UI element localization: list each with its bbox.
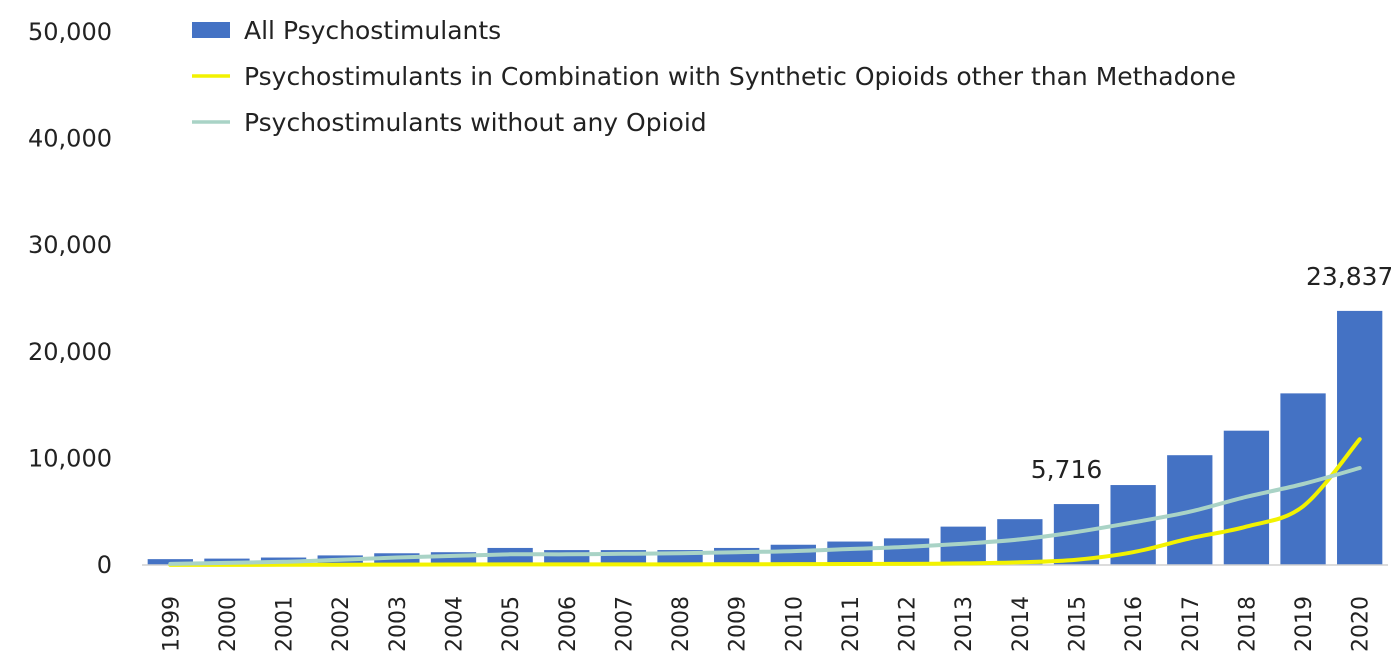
y-tick-label: 50,000: [28, 18, 112, 46]
x-tick-label: 2017: [1179, 596, 1204, 652]
x-tick-label: 2005: [499, 596, 524, 652]
line-series-2: [168, 466, 1362, 566]
x-tick-label: 2020: [1349, 596, 1374, 652]
y-tick-label: 40,000: [28, 125, 112, 153]
x-tick-label: 2013: [952, 596, 977, 652]
x-tick-label: 2010: [782, 596, 807, 652]
bar-2010: [770, 544, 816, 565]
x-tick-label: 2015: [1066, 596, 1091, 652]
x-tick-label: 2001: [273, 596, 298, 652]
x-tick-label: 2019: [1292, 596, 1317, 652]
legend: All Psychostimulants Psychostimulants in …: [192, 16, 1236, 137]
y-axis-ticks: 0 10,000 20,000 30,000 40,000 50,000: [28, 18, 112, 579]
y-tick-label: 10,000: [28, 444, 112, 472]
x-tick-label: 1999: [159, 596, 184, 652]
bar-series: [147, 310, 1383, 565]
line-series: [168, 437, 1362, 567]
bar-2011: [827, 541, 873, 565]
x-tick-label: 2008: [669, 596, 694, 652]
bar-2012: [883, 538, 930, 565]
x-tick-label: 2009: [726, 596, 751, 652]
x-tick-label: 2006: [556, 596, 581, 652]
x-tick-label: 2011: [839, 596, 864, 652]
data-labels: 5,716 23,837: [1031, 262, 1391, 484]
x-axis-ticks: 1999 2000 2001 2002 2003 2004 2005 2006 2007 2008…: [159, 596, 1373, 652]
y-tick-label: 0: [97, 551, 112, 579]
x-tick-label: 2004: [443, 596, 468, 652]
legend-label-1: All Psychostimulants: [244, 16, 501, 45]
y-tick-label: 20,000: [28, 338, 112, 366]
data-label-2020: 23,837: [1306, 262, 1391, 291]
x-tick-label: 2002: [329, 596, 354, 652]
x-tick-label: 2012: [896, 596, 921, 652]
y-tick-label: 30,000: [28, 231, 112, 259]
data-label-2015: 5,716: [1031, 455, 1103, 484]
x-tick-label: 2007: [612, 596, 637, 652]
x-tick-label: 2014: [1009, 596, 1034, 652]
line-series-1: [168, 437, 1362, 567]
x-tick-label: 2003: [386, 596, 411, 652]
x-tick-label: 2018: [1235, 596, 1260, 652]
bar-2005: [487, 547, 533, 565]
legend-label-3: Psychostimulants without any Opioid: [244, 108, 707, 137]
legend-swatch-1: [192, 22, 230, 38]
legend-label-2: Psychostimulants in Combination with Syn…: [244, 62, 1236, 91]
x-tick-label: 2016: [1122, 596, 1147, 652]
x-tick-label: 2000: [216, 596, 241, 652]
